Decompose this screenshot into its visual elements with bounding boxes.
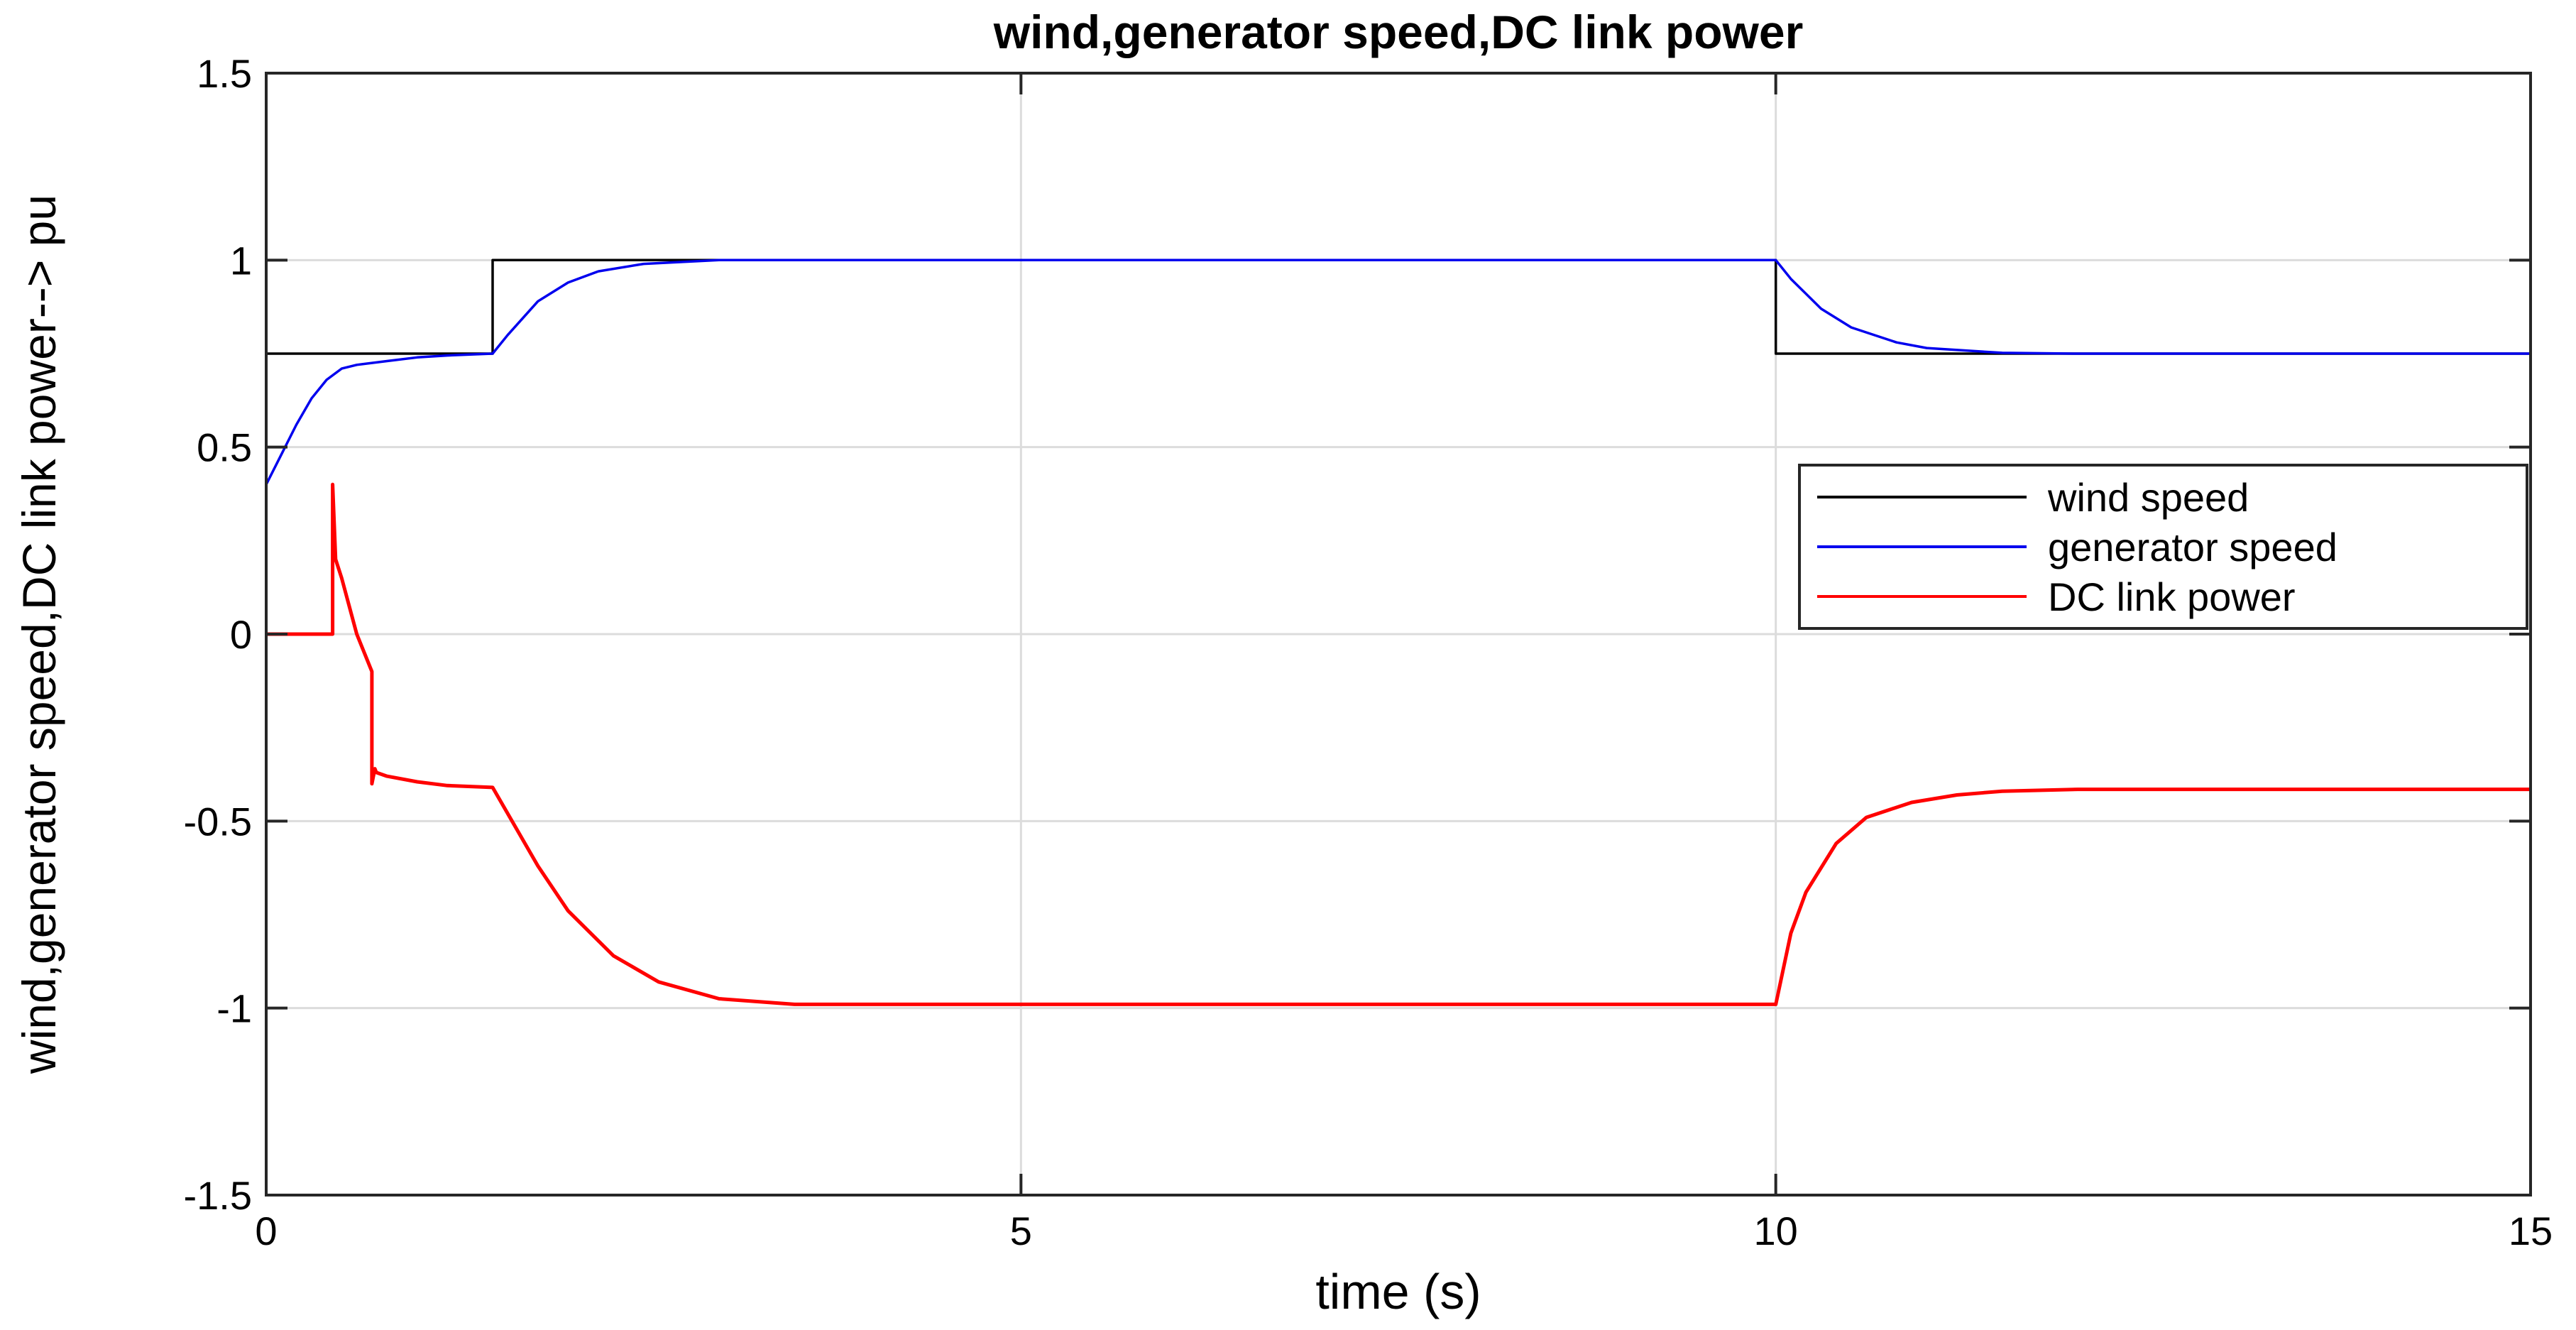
y-tick-label: -1.5 bbox=[184, 1173, 253, 1218]
chart-title: wind,generator speed,DC link power bbox=[993, 6, 1804, 58]
legend: wind speed generator speed DC link power bbox=[1798, 464, 2528, 630]
y-tick-label: 1 bbox=[230, 238, 252, 283]
ticks: 0 5 10 15 -1.5 -1 -0.5 0 0.5 1 1.5 bbox=[184, 51, 2553, 1253]
series-line-dc-link-power bbox=[266, 482, 2531, 1006]
x-tick-label: 10 bbox=[1754, 1209, 1798, 1253]
y-tick-label: -1 bbox=[217, 986, 252, 1031]
x-tick-label: 15 bbox=[2509, 1209, 2553, 1253]
y-axis-label: wind,generator speed,DC link power--> pu bbox=[13, 195, 65, 1074]
y-tick-label: -0.5 bbox=[184, 799, 253, 844]
series-line-generator-speed bbox=[265, 258, 2531, 486]
legend-label-wind-speed: wind speed bbox=[2047, 475, 2249, 520]
y-tick-label: 1.5 bbox=[197, 51, 252, 96]
y-tick-label: 0.5 bbox=[197, 425, 252, 470]
legend-label-dc-link-power: DC link power bbox=[2048, 574, 2296, 619]
legend-label-generator-speed: generator speed bbox=[2048, 525, 2337, 569]
series-layer bbox=[265, 258, 2531, 1006]
x-tick-label: 0 bbox=[255, 1209, 277, 1253]
y-tick-label: 0 bbox=[230, 612, 252, 657]
x-axis-label: time (s) bbox=[1315, 1264, 1481, 1319]
x-tick-label: 5 bbox=[1010, 1209, 1032, 1253]
